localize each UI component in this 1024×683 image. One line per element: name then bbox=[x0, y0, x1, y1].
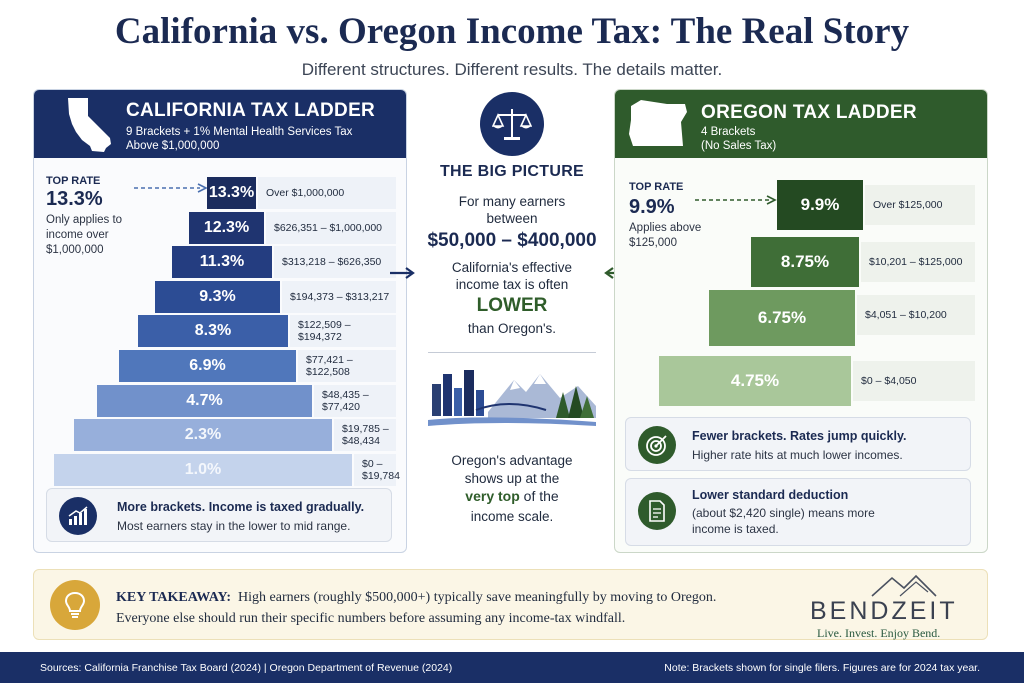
california-header: CALIFORNIA TAX LADDER 9 Brackets + 1% Me… bbox=[34, 90, 406, 158]
bendzeit-logo: BENDZEIT bbox=[810, 597, 958, 625]
key-takeaway-box: KEY TAKEAWAY: High earners (roughly $500… bbox=[33, 569, 988, 640]
ca-bracket-rate: 11.3% bbox=[172, 246, 272, 279]
or-top-rate-arrow-icon bbox=[695, 195, 777, 205]
oregon-callout-2: Lower standard deduction (about $2,420 s… bbox=[625, 478, 971, 546]
california-map-icon bbox=[68, 98, 111, 152]
bendzeit-tagline: Live. Invest. Enjoy Bend. bbox=[817, 626, 941, 640]
oregon-header: OREGON TAX LADDER 4 Brackets (No Sales T… bbox=[615, 90, 987, 158]
or-top-rate-label: TOP RATE bbox=[629, 181, 684, 193]
ca-bracket-rate: 8.3% bbox=[138, 315, 288, 348]
big-picture-range: $50,000 – $400,000 bbox=[427, 230, 597, 251]
ca-bracket-range: $48,435 – $77,420 bbox=[314, 384, 396, 417]
or-bracket-rate: 8.75% bbox=[751, 237, 859, 287]
lightbulb-icon bbox=[50, 580, 100, 630]
oregon-callout-1-heading: Fewer brackets. Rates jump quickly. bbox=[692, 429, 907, 443]
big-picture-line-4: income tax is often bbox=[455, 277, 569, 292]
advantage-line-3: very top of the bbox=[410, 488, 614, 505]
ca-bracket-rate: 1.0% bbox=[54, 453, 352, 486]
or-bracket-rate: 9.9% bbox=[777, 180, 863, 230]
big-picture-lower: LOWER bbox=[476, 295, 548, 316]
advantage-line-5: income scale. bbox=[470, 509, 554, 524]
ca-bracket-rate: 13.3% bbox=[207, 177, 256, 209]
key-takeaway-line-1: KEY TAKEAWAY: High earners (roughly $500… bbox=[116, 587, 756, 608]
big-picture-line-2: between bbox=[486, 211, 538, 226]
california-callout: More brackets. Income is taxed gradually… bbox=[46, 488, 392, 542]
scales-of-justice-icon bbox=[480, 92, 544, 156]
page-subtitle: Different structures. Different results.… bbox=[301, 60, 723, 79]
tax-document-icon bbox=[638, 492, 676, 530]
oregon-callout-2-text-1: (about $2,420 single) means more bbox=[692, 506, 875, 520]
city-to-mountains-illustration-icon bbox=[428, 370, 596, 426]
ca-bracket-rate: 9.3% bbox=[155, 280, 280, 313]
or-bracket-range: $4,051 – $10,200 bbox=[857, 295, 975, 335]
ca-bracket-range: $19,785 – $48,434 bbox=[334, 419, 396, 452]
big-picture-line-5: than Oregon's. bbox=[467, 321, 557, 336]
or-bracket-rate: 6.75% bbox=[709, 290, 855, 346]
bendzeit-mountain-logo-icon bbox=[871, 574, 937, 597]
big-picture-line-1: For many earners bbox=[458, 194, 566, 209]
footer-note: Note: Brackets shown for single filers. … bbox=[664, 662, 980, 674]
footer-sources: Sources: California Franchise Tax Board … bbox=[40, 662, 453, 674]
growth-chart-icon bbox=[59, 497, 97, 535]
middle-divider bbox=[428, 352, 596, 353]
oregon-map-icon bbox=[629, 100, 687, 146]
advantage-line-1: Oregon's advantage bbox=[451, 453, 573, 468]
ca-bracket-rate: 6.9% bbox=[119, 350, 296, 382]
california-callout-text: Most earners stay in the lower to mid ra… bbox=[117, 519, 351, 533]
or-bracket-range: $0 – $4,050 bbox=[853, 361, 975, 401]
california-panel: CALIFORNIA TAX LADDER 9 Brackets + 1% Me… bbox=[33, 89, 407, 553]
big-picture-heading: THE BIG PICTURE bbox=[439, 163, 585, 180]
ca-top-rate-note-2: income over bbox=[46, 229, 109, 241]
or-top-rate-note-2: $125,000 bbox=[629, 237, 677, 249]
ca-bracket-range: $77,421 – $122,508 bbox=[298, 350, 396, 382]
ca-top-rate-note-3: $1,000,000 bbox=[46, 244, 104, 256]
ca-bracket-range: $313,218 – $626,350 bbox=[274, 246, 396, 279]
ca-bracket-rate: 12.3% bbox=[189, 211, 264, 244]
ca-bracket-range: Over $1,000,000 bbox=[258, 177, 396, 209]
ca-bracket-rate: 2.3% bbox=[74, 419, 332, 452]
or-bracket-range: $10,201 – $125,000 bbox=[861, 242, 975, 282]
big-picture-line-3: California's effective bbox=[451, 260, 573, 275]
oregon-callout-2-heading: Lower standard deduction bbox=[692, 488, 849, 502]
oregon-sub-2: (No Sales Tax) bbox=[701, 140, 777, 152]
key-takeaway-line-1-text: High earners (roughly $500,000+) typical… bbox=[238, 590, 717, 605]
ca-bracket-rate: 4.7% bbox=[97, 384, 312, 417]
advantage-of-the: of the bbox=[523, 488, 559, 504]
oregon-callout-1: Fewer brackets. Rates jump quickly. High… bbox=[625, 417, 971, 471]
ca-top-rate-label: TOP RATE bbox=[46, 175, 101, 187]
ca-top-rate-arrow-icon bbox=[134, 183, 208, 193]
ca-bracket-range: $0 – $19,784 bbox=[354, 453, 400, 486]
oregon-sub-1: 4 Brackets bbox=[701, 126, 756, 138]
oregon-heading: OREGON TAX LADDER bbox=[701, 102, 917, 123]
ca-top-rate-value: 13.3% bbox=[46, 188, 103, 210]
advantage-line-2: shows up at the bbox=[464, 471, 560, 486]
california-heading: CALIFORNIA TAX LADDER bbox=[126, 100, 376, 121]
page-title: California vs. Oregon Income Tax: The Re… bbox=[114, 11, 910, 52]
key-takeaway-line-2: Everyone else should run their specific … bbox=[116, 611, 626, 626]
ca-bracket-range: $122,509 – $194,372 bbox=[290, 315, 396, 348]
oregon-callout-2-text-2: income is taxed. bbox=[692, 522, 779, 536]
or-top-rate-note-1: Applies above bbox=[629, 222, 702, 234]
california-sub-2: Above $1,000,000 bbox=[126, 140, 220, 152]
arrow-right-icon bbox=[390, 267, 415, 279]
target-icon bbox=[638, 426, 676, 464]
key-takeaway-label: KEY TAKEAWAY: bbox=[116, 590, 232, 605]
oregon-callout-1-text: Higher rate hits at much lower incomes. bbox=[692, 448, 903, 462]
or-top-rate-value: 9.9% bbox=[629, 196, 675, 218]
ca-bracket-range: $626,351 – $1,000,000 bbox=[266, 211, 396, 244]
california-callout-heading: More brackets. Income is taxed gradually… bbox=[117, 500, 365, 514]
oregon-panel: OREGON TAX LADDER 4 Brackets (No Sales T… bbox=[614, 89, 988, 553]
ca-bracket-range: $194,373 – $313,217 bbox=[282, 280, 396, 313]
footer: Sources: California Franchise Tax Board … bbox=[0, 652, 1024, 683]
california-sub-1: 9 Brackets + 1% Mental Health Services T… bbox=[126, 126, 353, 138]
key-takeaway-text: KEY TAKEAWAY: High earners (roughly $500… bbox=[116, 587, 756, 629]
or-bracket-range: Over $125,000 bbox=[865, 185, 975, 225]
advantage-very-top: very top bbox=[465, 488, 520, 504]
ca-top-rate-note-1: Only applies to bbox=[46, 214, 123, 226]
or-bracket-rate: 4.75% bbox=[659, 356, 851, 406]
